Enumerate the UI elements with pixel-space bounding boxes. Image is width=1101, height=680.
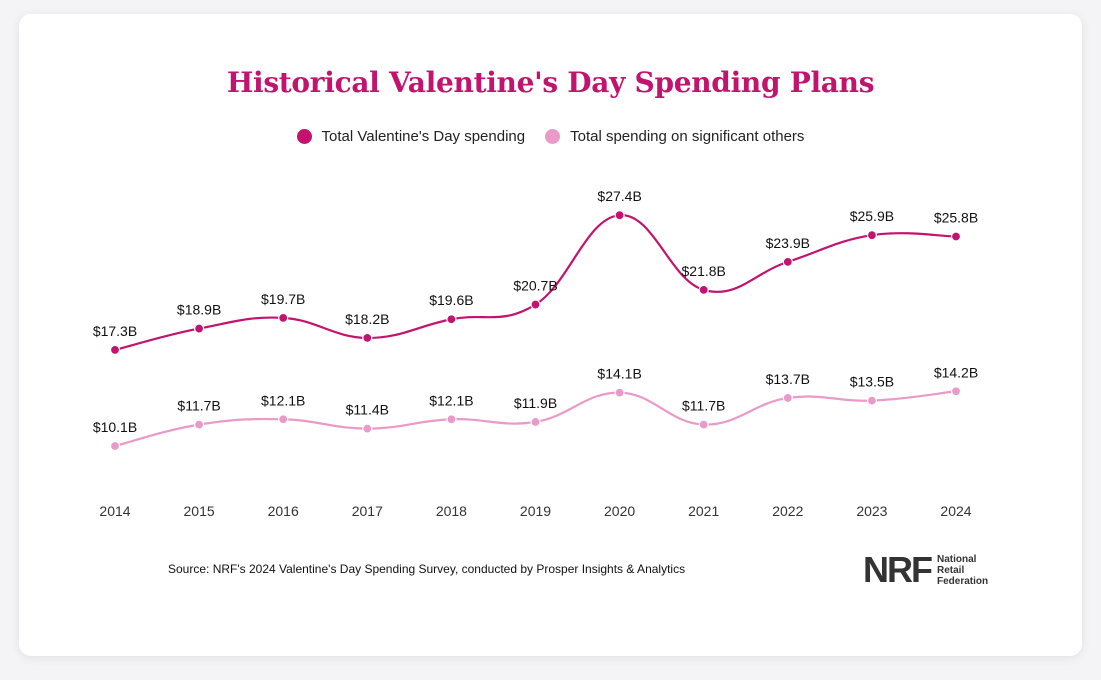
x-tick-2017: 2017: [352, 503, 383, 519]
x-tick-2015: 2015: [184, 503, 215, 519]
data-label-1-2020: $14.1B: [597, 366, 641, 382]
data-point-0-2022[interactable]: [782, 256, 793, 267]
source-note: Source: NRF's 2024 Valentine's Day Spend…: [168, 562, 686, 576]
legend-dot-significant-others: [545, 129, 561, 144]
data-point-0-2018[interactable]: [446, 314, 457, 325]
x-tick-2022: 2022: [772, 503, 803, 519]
data-label-0-2021: $21.8B: [682, 263, 726, 279]
x-tick-2024: 2024: [940, 503, 971, 519]
data-point-0-2019[interactable]: [530, 299, 541, 310]
data-point-0-2017[interactable]: [362, 332, 373, 344]
x-tick-2021: 2021: [688, 503, 719, 519]
data-label-0-2019: $20.7B: [513, 278, 557, 294]
data-label-1-2022: $13.7B: [766, 371, 810, 387]
x-tick-2016: 2016: [268, 503, 299, 519]
data-point-1-2018[interactable]: [446, 414, 457, 425]
logo-text: National Retail Federation: [937, 554, 988, 587]
data-point-0-2024[interactable]: [950, 231, 962, 242]
x-tick-2014: 2014: [99, 503, 130, 519]
data-point-0-2014[interactable]: [109, 344, 121, 356]
data-point-1-2024[interactable]: [950, 386, 962, 397]
data-point-0-2023[interactable]: [866, 230, 878, 241]
series-line-0: [114, 214, 957, 351]
x-tick-2020: 2020: [604, 503, 635, 519]
chart-card: [19, 14, 1082, 656]
x-tick-2019: 2019: [520, 503, 551, 519]
data-label-1-2015: $11.7B: [177, 398, 220, 414]
data-point-1-2016[interactable]: [278, 414, 289, 425]
legend: Total Valentine's Day spending Total spe…: [0, 128, 1101, 145]
data-label-1-2023: $13.5B: [850, 374, 894, 390]
data-point-0-2015[interactable]: [194, 323, 205, 334]
data-point-1-2021[interactable]: [698, 419, 709, 430]
legend-item-total: Total Valentine's Day spending: [296, 128, 526, 145]
data-label-1-2018: $12.1B: [429, 392, 473, 408]
chart-title: Historical Valentine's Day Spending Plan…: [226, 66, 875, 99]
logo-line-2: Retail: [937, 564, 965, 576]
data-point-0-2016[interactable]: [278, 312, 289, 324]
data-point-1-2014[interactable]: [109, 440, 121, 452]
data-label-0-2018: $19.6B: [429, 292, 473, 308]
x-tick-2023: 2023: [856, 503, 887, 519]
data-label-0-2020: $27.4B: [597, 188, 641, 204]
data-point-1-2017[interactable]: [362, 423, 373, 434]
data-label-0-2015: $18.9B: [177, 302, 221, 318]
data-label-0-2017: $18.2B: [345, 311, 389, 327]
data-label-1-2024: $14.2B: [934, 364, 978, 380]
data-point-0-2020[interactable]: [614, 210, 625, 221]
logo-mark: NRF: [863, 549, 933, 590]
data-label-0-2016: $19.7B: [261, 291, 305, 307]
logo-line-3: Federation: [937, 575, 989, 587]
data-point-1-2023[interactable]: [866, 395, 878, 406]
legend-item-significant-others: Total spending on significant others: [545, 128, 804, 145]
data-label-1-2019: $11.9B: [514, 395, 557, 411]
data-label-1-2014: $10.1B: [93, 419, 137, 435]
data-point-1-2015[interactable]: [194, 419, 205, 430]
legend-dot-total: [296, 129, 312, 144]
logo-line-1: National: [937, 553, 977, 565]
data-label-1-2016: $12.1B: [261, 392, 305, 408]
x-tick-2018: 2018: [436, 503, 467, 519]
data-label-1-2021: $11.7B: [682, 398, 725, 414]
data-label-0-2022: $23.9B: [766, 235, 810, 251]
legend-label-significant-others: Total spending on significant others: [570, 128, 805, 145]
data-point-1-2022[interactable]: [782, 392, 793, 404]
data-label-0-2024: $25.8B: [934, 210, 978, 226]
data-label-0-2014: $17.3B: [93, 323, 137, 339]
data-point-1-2019[interactable]: [530, 416, 541, 428]
legend-label-total: Total Valentine's Day spending: [321, 128, 526, 145]
data-point-1-2020[interactable]: [614, 387, 625, 398]
data-label-1-2017: $11.4B: [346, 402, 389, 418]
data-point-0-2021[interactable]: [698, 284, 709, 295]
nrf-logo: NRF National Retail Federation: [863, 552, 988, 588]
data-label-0-2023: $25.9B: [850, 208, 894, 224]
